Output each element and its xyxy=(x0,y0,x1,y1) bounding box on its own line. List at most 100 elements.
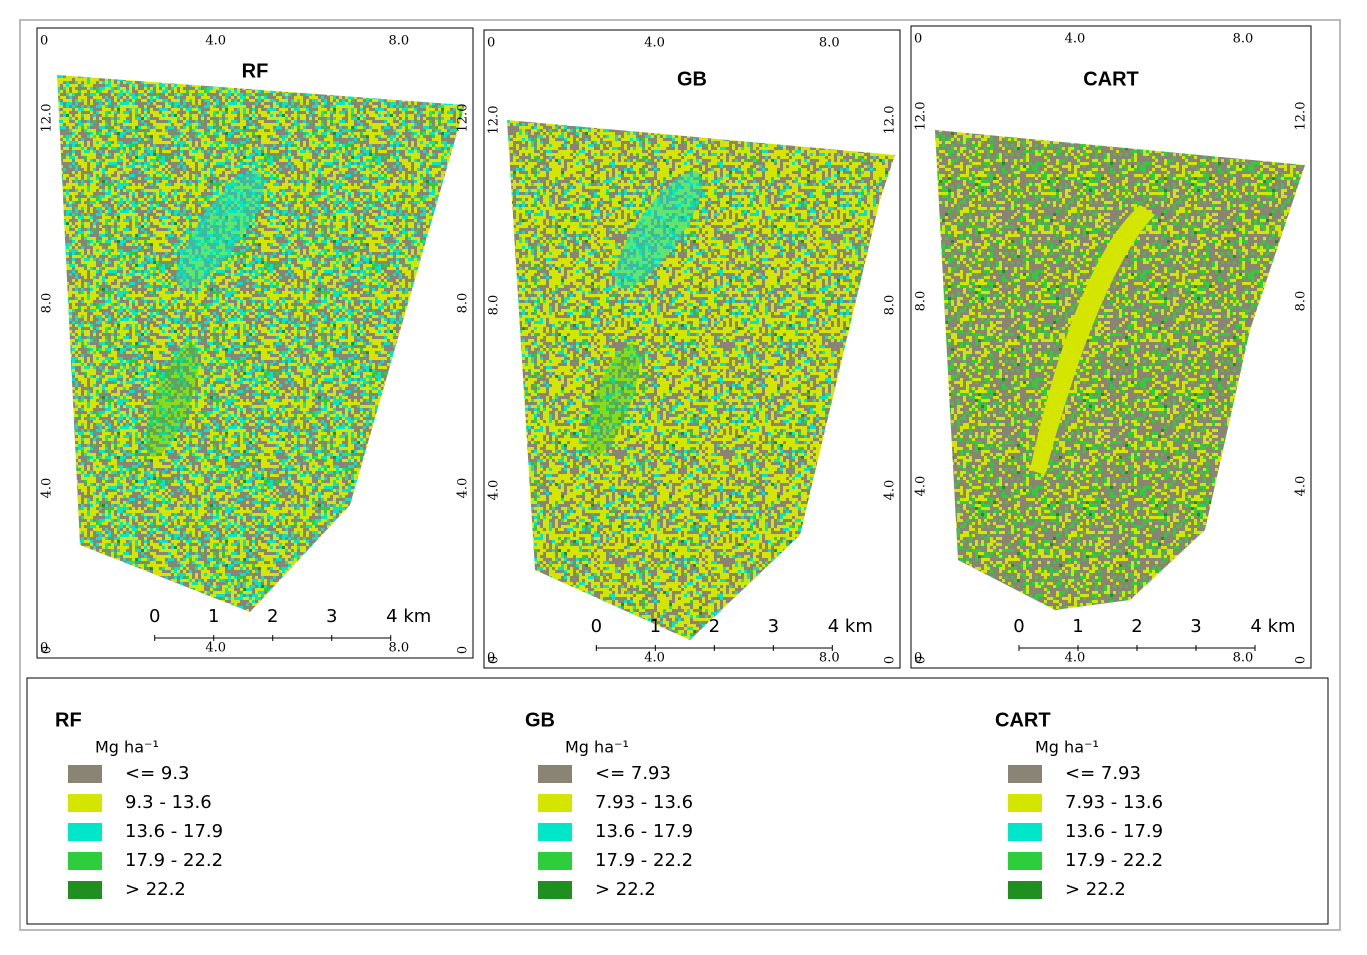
legend-label: > 22.2 xyxy=(595,879,656,900)
side-coord-label: 12.0 xyxy=(487,106,502,135)
legend-unit: Mg ha⁻¹ xyxy=(1035,738,1099,757)
raster-map xyxy=(57,75,465,612)
legend-title: CART xyxy=(995,709,1051,731)
legend-label: <= 7.93 xyxy=(1065,763,1141,784)
side-coord-label: 4.0 xyxy=(1294,476,1309,497)
legend-swatch xyxy=(1008,852,1042,870)
side-coord-label: 8.0 xyxy=(40,293,55,314)
side-coord-label: 12.0 xyxy=(1294,102,1309,131)
side-coord-label: 4.0 xyxy=(487,480,502,501)
legend-title: GB xyxy=(525,709,555,731)
map-title: GB xyxy=(677,68,707,90)
legend-swatch xyxy=(68,794,102,812)
legend-label: 13.6 - 17.9 xyxy=(1065,821,1163,842)
scale-label: 1 xyxy=(650,616,661,637)
legend-swatch xyxy=(68,765,102,783)
top-coord-label: 0 xyxy=(914,32,922,47)
scale-label: 3 xyxy=(768,616,779,637)
side-coord-label: 0 xyxy=(883,656,898,664)
legend-swatch xyxy=(538,852,572,870)
side-coord-label: 12.0 xyxy=(456,104,471,133)
scale-label: 1 xyxy=(208,606,219,627)
legend-unit: Mg ha⁻¹ xyxy=(95,738,159,757)
legend-swatch xyxy=(68,852,102,870)
top-coord-label: 4.0 xyxy=(644,36,665,51)
side-coord-label: 0 xyxy=(456,646,471,654)
scale-label: 3 xyxy=(1190,616,1201,637)
side-coord-label: 12.0 xyxy=(914,102,929,131)
legend-swatch xyxy=(68,823,102,841)
bottom-coord-label: 0 xyxy=(487,651,495,666)
legend-swatch xyxy=(538,765,572,783)
legend-swatch xyxy=(68,881,102,899)
raster-map xyxy=(507,120,895,640)
bottom-coord-label: 0 xyxy=(914,651,922,666)
legend-label: 13.6 - 17.9 xyxy=(125,821,223,842)
side-coord-label: 8.0 xyxy=(456,293,471,314)
bottom-coord-label: 8.0 xyxy=(389,641,410,656)
side-coord-label: 0 xyxy=(40,646,55,654)
legend-label: > 22.2 xyxy=(125,879,186,900)
bottom-coord-label: 4.0 xyxy=(1065,651,1086,666)
legend-label: 13.6 - 17.9 xyxy=(595,821,693,842)
top-coord-label: 4.0 xyxy=(205,34,226,49)
side-coord-label: 12.0 xyxy=(883,106,898,135)
bottom-coord-label: 4.0 xyxy=(644,651,665,666)
raster-map xyxy=(935,130,1305,610)
scale-label: 4 km xyxy=(828,616,873,637)
bottom-coord-label: 4.0 xyxy=(205,641,226,656)
raster-feature xyxy=(586,343,640,457)
side-coord-label: 0 xyxy=(1294,656,1309,664)
scale-label: 0 xyxy=(1013,616,1024,637)
top-coord-label: 4.0 xyxy=(1065,32,1086,47)
side-coord-label: 12.0 xyxy=(40,104,55,133)
map-title: RF xyxy=(242,60,269,82)
side-coord-label: 8.0 xyxy=(914,291,929,312)
side-coord-label: 0 xyxy=(487,656,502,664)
legend-label: 9.3 - 13.6 xyxy=(125,792,212,813)
scale-label: 4 km xyxy=(386,606,431,627)
side-coord-label: 0 xyxy=(914,656,929,664)
scale-label: 2 xyxy=(267,606,278,627)
legend-label: 7.93 - 13.6 xyxy=(595,792,693,813)
legend-swatch xyxy=(1008,881,1042,899)
top-coord-label: 0 xyxy=(487,36,495,51)
legend-swatch xyxy=(538,823,572,841)
legend-label: 7.93 - 13.6 xyxy=(1065,792,1163,813)
top-coord-label: 0 xyxy=(40,34,48,49)
side-coord-label: 4.0 xyxy=(456,478,471,499)
raster-feature xyxy=(614,171,703,289)
side-coord-label: 4.0 xyxy=(40,478,55,499)
side-coord-label: 4.0 xyxy=(914,476,929,497)
legend-swatch xyxy=(1008,765,1042,783)
legend-label: <= 7.93 xyxy=(595,763,671,784)
bottom-coord-label: 0 xyxy=(40,641,48,656)
legend-label: 17.9 - 22.2 xyxy=(125,850,223,871)
map-title: CART xyxy=(1083,68,1139,90)
legend-swatch xyxy=(1008,794,1042,812)
legend-label: > 22.2 xyxy=(1065,879,1126,900)
top-coord-label: 8.0 xyxy=(389,34,410,49)
legend-title: RF xyxy=(55,709,82,731)
legend-label: 17.9 - 22.2 xyxy=(1065,850,1163,871)
legend-unit: Mg ha⁻¹ xyxy=(565,738,629,757)
raster-feature xyxy=(176,171,265,289)
side-coord-label: 8.0 xyxy=(1294,291,1309,312)
scale-label: 2 xyxy=(709,616,720,637)
scale-label: 4 km xyxy=(1250,616,1295,637)
side-coord-label: 8.0 xyxy=(487,295,502,316)
legend-swatch xyxy=(538,881,572,899)
legend-label: 17.9 - 22.2 xyxy=(595,850,693,871)
side-coord-label: 4.0 xyxy=(883,480,898,501)
scale-label: 3 xyxy=(326,606,337,627)
bottom-coord-label: 8.0 xyxy=(1233,651,1254,666)
scale-label: 0 xyxy=(591,616,602,637)
top-coord-label: 8.0 xyxy=(1233,32,1254,47)
top-coord-label: 8.0 xyxy=(819,36,840,51)
scale-label: 0 xyxy=(149,606,160,627)
legend-swatch xyxy=(1008,823,1042,841)
scale-label: 1 xyxy=(1072,616,1083,637)
raster-feature xyxy=(1030,205,1155,475)
scale-label: 2 xyxy=(1131,616,1142,637)
